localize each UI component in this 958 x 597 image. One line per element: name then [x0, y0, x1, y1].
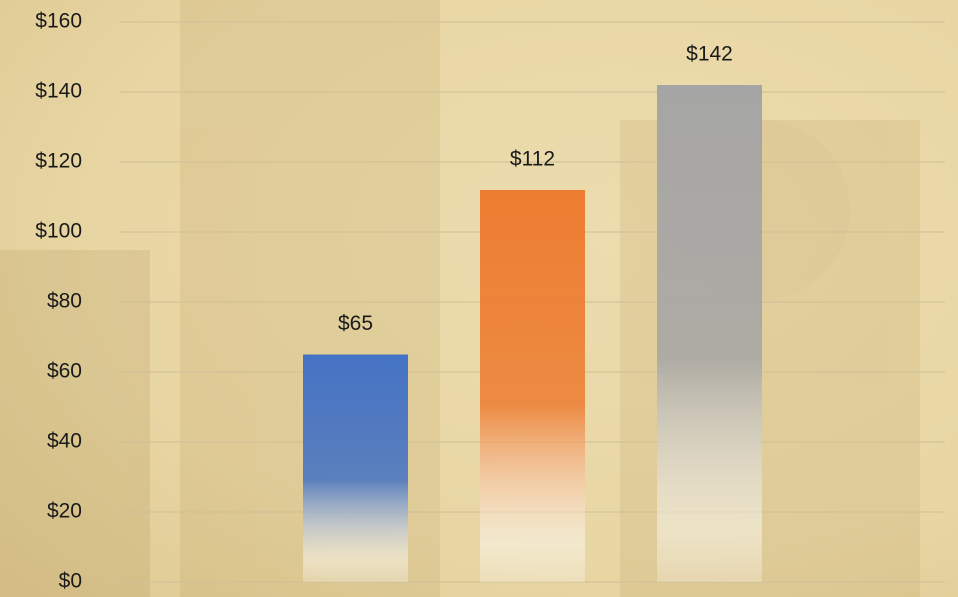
- y-tick-label: $100: [35, 220, 82, 243]
- data-label: $142: [686, 43, 733, 66]
- y-tick-label: $60: [47, 360, 82, 383]
- bar: [657, 85, 762, 582]
- data-label: $65: [338, 312, 373, 335]
- y-tick-label: $120: [35, 150, 82, 173]
- y-tick-label: $20: [47, 500, 82, 523]
- y-tick-label: $160: [35, 10, 82, 33]
- data-label: $112: [510, 148, 555, 171]
- bar: [303, 354, 408, 582]
- bar: [480, 190, 585, 582]
- y-tick-label: $40: [47, 430, 82, 453]
- y-tick-label: $140: [35, 80, 82, 103]
- y-tick-label: $0: [59, 570, 82, 593]
- y-tick-label: $80: [47, 290, 82, 313]
